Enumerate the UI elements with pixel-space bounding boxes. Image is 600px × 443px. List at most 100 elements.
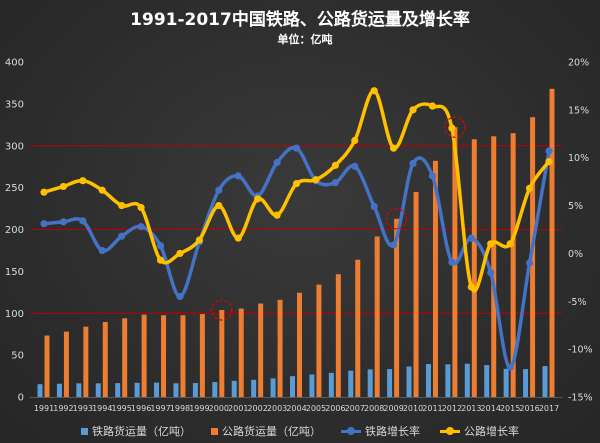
- x-tick-label: 1999: [189, 404, 209, 413]
- data-point: [118, 232, 126, 240]
- y-left-tick-label: 300: [5, 141, 24, 152]
- data-point: [98, 186, 106, 194]
- data-point: [390, 144, 398, 152]
- legend-label-road-growth: 公路增长率: [464, 425, 519, 438]
- y-right-tick-label: -5%: [568, 297, 587, 308]
- x-tick-label: 1991: [34, 404, 54, 413]
- chart-subtitle: 单位：亿吨: [277, 33, 333, 46]
- bar: [549, 88, 555, 398]
- legend-item-road-growth[interactable]: 公路增长率: [440, 423, 519, 439]
- bar: [212, 382, 218, 397]
- data-point: [273, 211, 281, 219]
- data-point: [506, 363, 514, 371]
- bar: [44, 335, 50, 397]
- x-tick-label: 1995: [112, 404, 132, 413]
- x-tick-label: 2006: [325, 404, 345, 413]
- bar: [316, 284, 322, 397]
- data-point: [118, 201, 126, 210]
- y-right-tick-label: 15%: [568, 105, 589, 116]
- bar: [83, 326, 89, 397]
- y-left-tick-label: 200: [5, 225, 24, 236]
- data-point: [409, 159, 417, 168]
- x-tick-label: 1996: [131, 404, 151, 413]
- bar: [290, 376, 295, 397]
- bar: [270, 378, 276, 397]
- legend-label-rail-freight: 铁路货运量（亿吨）: [92, 425, 191, 438]
- bar: [122, 318, 128, 397]
- bar: [374, 236, 380, 397]
- legend-item-rail-growth[interactable]: 铁路增长率: [341, 423, 420, 439]
- data-point: [176, 292, 184, 301]
- bar: [258, 303, 264, 397]
- x-tick-label: 2001: [228, 404, 248, 413]
- data-point: [428, 102, 437, 110]
- data-point: [545, 147, 553, 155]
- x-tick-label: 2007: [345, 404, 365, 413]
- x-axis: 1991 1992 1993 1994 1995 1996 1997 1998 1999 2000…: [34, 404, 559, 413]
- bar: [95, 383, 101, 397]
- data-point: [79, 177, 87, 185]
- data-point: [448, 258, 456, 266]
- y-left-tick-label: 100: [5, 309, 24, 320]
- bar: [406, 366, 412, 397]
- legend-item-road-freight[interactable]: 公路货运量（亿吨）: [211, 423, 321, 439]
- y-left-tick-label: 50: [11, 351, 24, 362]
- series-line: [42, 145, 551, 370]
- data-point: [156, 242, 165, 250]
- data-point: [525, 184, 534, 192]
- legend-line-road-growth: [440, 427, 460, 435]
- bar: [523, 369, 529, 397]
- bar: [425, 364, 431, 397]
- data-point: [312, 176, 320, 184]
- data-point: [331, 179, 339, 187]
- x-tick-label: 1994: [92, 404, 112, 413]
- y-right-tick-label: 10%: [568, 153, 589, 164]
- x-tick-label: 2012: [442, 404, 462, 413]
- bar: [491, 136, 497, 397]
- data-point: [234, 172, 242, 180]
- data-point: [156, 256, 165, 264]
- bar: [348, 370, 354, 397]
- y-right-tick-label: -15%: [568, 393, 593, 404]
- y-left-tick-label: 350: [5, 99, 24, 110]
- data-point: [487, 240, 495, 248]
- bar: [335, 274, 341, 397]
- highlight-circles: [211, 116, 466, 321]
- data-point: [448, 124, 456, 132]
- bar: [503, 368, 509, 397]
- bar: [173, 383, 179, 397]
- legend-label-rail-growth: 铁路增长率: [365, 425, 420, 438]
- x-tick-label: 2009: [383, 404, 403, 413]
- chart-title: 1991-2017中国铁路、公路货运量及增长率: [130, 10, 470, 30]
- highlight-circle: [211, 299, 233, 321]
- bar: [102, 322, 108, 397]
- data-point: [409, 106, 417, 114]
- bar: [37, 384, 43, 397]
- y-left-tick-label: 150: [5, 267, 24, 278]
- y-right-tick-label: -10%: [568, 345, 593, 356]
- highlight-circle: [444, 116, 466, 138]
- x-tick-label: 1997: [150, 404, 170, 413]
- legend-marker-rail-growth: [347, 427, 355, 435]
- bar: [530, 117, 536, 397]
- highlight-circle: [385, 208, 408, 230]
- x-tick-label: 2017: [539, 404, 559, 413]
- bar: [199, 314, 205, 397]
- legend-item-rail-freight[interactable]: 铁路货运量（亿吨）: [81, 423, 191, 439]
- bar: [56, 383, 62, 397]
- legend-swatch-rail-freight: [81, 427, 88, 435]
- bar: [432, 160, 438, 397]
- data-point: [137, 203, 145, 212]
- x-tick-label: 2013: [461, 404, 481, 413]
- data-point: [370, 202, 378, 211]
- legend-swatch-road-freight: [211, 427, 218, 435]
- legend-line-rail-growth: [341, 427, 361, 435]
- bar: [63, 331, 69, 397]
- data-point: [79, 217, 87, 225]
- bar: [471, 139, 477, 397]
- data-point: [234, 234, 242, 242]
- bar: [180, 315, 186, 397]
- data-point: [176, 249, 184, 258]
